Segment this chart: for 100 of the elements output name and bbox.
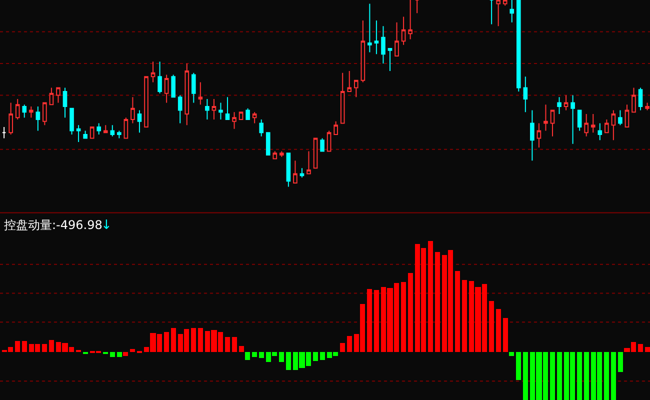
candlestick [564, 94, 568, 111]
candlestick [360, 20, 366, 83]
bar [164, 332, 169, 352]
candlestick [590, 113, 596, 134]
bar [22, 341, 27, 352]
bar [509, 352, 514, 356]
candlestick [320, 138, 324, 152]
candlestick [218, 102, 223, 120]
candlestick [83, 130, 88, 139]
candlestick [144, 76, 148, 128]
candlestick [516, 0, 521, 92]
bar [110, 352, 115, 357]
candlestick [368, 3, 372, 53]
bar [455, 271, 460, 352]
candlestick [110, 124, 115, 137]
candlestick [300, 168, 304, 178]
bar [15, 341, 20, 352]
candlestick [632, 87, 636, 113]
candlestick [280, 150, 284, 158]
candlestick [232, 112, 236, 130]
candlestick [62, 87, 68, 118]
bar [117, 352, 122, 357]
bar [367, 289, 372, 352]
bar [279, 352, 284, 362]
candlestick [354, 80, 358, 98]
candlestick [171, 74, 176, 98]
bar [191, 328, 196, 352]
candlestick [570, 94, 575, 144]
candlestick [212, 98, 216, 120]
bar [401, 282, 406, 352]
candlestick [238, 112, 244, 120]
candlestick [286, 152, 291, 188]
candlestick [510, 0, 514, 23]
candlestick [49, 87, 54, 106]
candlestick [584, 113, 589, 137]
candlestick [536, 122, 542, 148]
candlestick [618, 110, 622, 126]
bar [435, 252, 440, 352]
bar [557, 352, 562, 400]
candlestick [611, 110, 616, 141]
candlestick [394, 22, 399, 57]
candlestick [36, 106, 40, 132]
bar [239, 346, 244, 352]
bar [645, 347, 650, 352]
candlestick [158, 61, 162, 94]
bar [408, 273, 413, 352]
candlestick [259, 119, 264, 137]
bar [245, 352, 250, 360]
bar [496, 309, 501, 352]
text: ↓ [101, 218, 112, 233]
candlestick [530, 110, 534, 162]
candlestick [22, 104, 27, 118]
bar [489, 301, 494, 352]
bar [584, 352, 589, 400]
bar [374, 290, 379, 352]
candlestick [374, 20, 379, 55]
bar [618, 352, 623, 372]
candlestick [577, 110, 582, 132]
bar [604, 352, 609, 400]
candlestick [76, 124, 81, 142]
candlestick [313, 138, 318, 169]
candlestick [388, 48, 392, 72]
candlestick [523, 76, 528, 113]
candlestick [178, 94, 182, 124]
bar [130, 349, 135, 352]
bar [286, 352, 291, 370]
candlestick [306, 150, 311, 174]
bar [577, 352, 582, 400]
bar [252, 352, 257, 357]
candlestick [137, 110, 142, 134]
candlestick [638, 87, 643, 111]
candlestick [15, 98, 20, 120]
bar [232, 337, 237, 352]
bar [611, 352, 616, 400]
bar [347, 336, 352, 352]
bar [49, 340, 54, 352]
bar [259, 352, 264, 358]
candlestick [557, 96, 562, 114]
bar [171, 328, 176, 352]
bar [462, 280, 467, 352]
candlestick [225, 96, 230, 120]
candlestick [184, 63, 190, 126]
candlestick [326, 130, 332, 152]
bar [225, 337, 230, 352]
bar [313, 352, 318, 361]
candlestick [266, 132, 270, 156]
candlestick [96, 122, 102, 135]
bar [550, 352, 555, 400]
candlestick [8, 102, 13, 135]
candlestick [252, 112, 257, 124]
candlestick [205, 98, 210, 120]
candlestick [70, 108, 74, 135]
bar [340, 343, 345, 352]
candlestick [117, 130, 122, 139]
candlestick [624, 104, 630, 128]
bar [516, 352, 521, 380]
bar [42, 344, 47, 352]
candlestick [381, 26, 386, 64]
candlestick [544, 104, 548, 132]
bar [320, 352, 325, 360]
